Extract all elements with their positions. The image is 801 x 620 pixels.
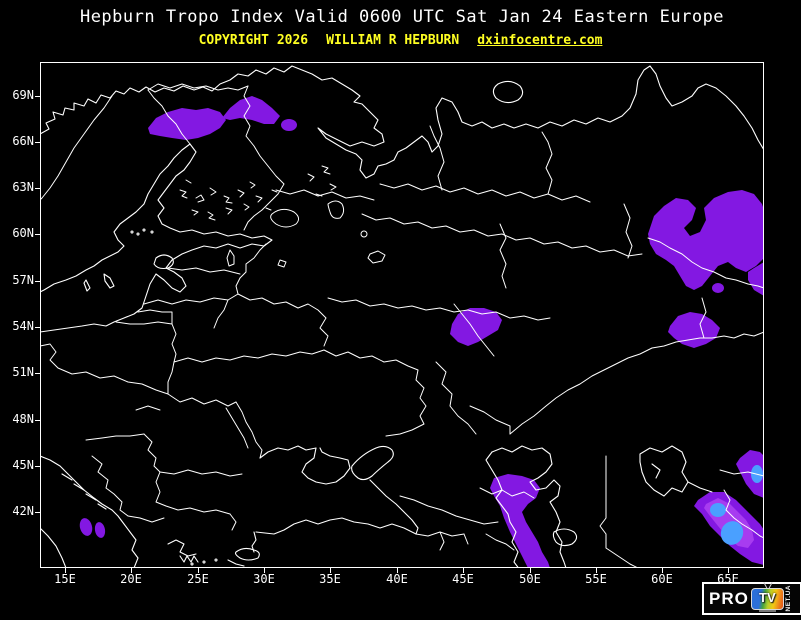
- lon-label-50E: 50E: [519, 572, 541, 586]
- lat-label-69N: 69N: [12, 88, 34, 102]
- lat-tick: [35, 188, 40, 189]
- lat-label-48N: 48N: [12, 412, 34, 426]
- lon-label-65E: 65E: [717, 572, 739, 586]
- map-border-frame: [40, 62, 764, 568]
- lat-tick: [35, 327, 40, 328]
- tropo-region-south-urals: [668, 312, 720, 348]
- map-canvas: [40, 62, 764, 568]
- lon-label-55E: 55E: [585, 572, 607, 586]
- lon-tick: [131, 568, 132, 573]
- lat-tick: [35, 512, 40, 513]
- tv-icon-label: TV: [759, 589, 776, 605]
- tropo-region-east-of-aral: [736, 450, 764, 498]
- copyright-line: COPYRIGHT 2026 WILLIAM R HEPBURN dxinfocen…: [0, 33, 801, 48]
- lat-label-66N: 66N: [12, 134, 34, 148]
- lon-label-35E: 35E: [319, 572, 341, 586]
- tropo-region-middle-volga: [450, 308, 502, 346]
- lat-tick: [35, 96, 40, 97]
- lat-label-60N: 60N: [12, 226, 34, 240]
- lat-label-45N: 45N: [12, 458, 34, 472]
- lat-tick: [35, 281, 40, 282]
- website-link[interactable]: dxinfocentre.com: [477, 33, 603, 48]
- copyright-text: COPYRIGHT 2026: [198, 33, 309, 48]
- protv-pro-text: PRO: [709, 588, 749, 608]
- lon-tick: [330, 568, 331, 573]
- tropo-region-southeast-caspian: [694, 492, 764, 565]
- lon-label-15E: 15E: [54, 572, 76, 586]
- lon-tick: [662, 568, 663, 573]
- lon-tick: [728, 568, 729, 573]
- lat-label-51N: 51N: [12, 365, 34, 379]
- lakes: [179, 165, 386, 268]
- tropo-region-north-urals: [648, 190, 764, 296]
- country-borders: [40, 83, 764, 568]
- lat-label-54N: 54N: [12, 319, 34, 333]
- lon-label-45E: 45E: [452, 572, 474, 586]
- lat-tick: [35, 142, 40, 143]
- lon-tick: [530, 568, 531, 573]
- tropo-region-north-scandinavia: [148, 96, 297, 140]
- lon-tick: [198, 568, 199, 573]
- lon-tick: [397, 568, 398, 573]
- tv-icon: TV: [750, 581, 784, 612]
- lon-tick: [463, 568, 464, 573]
- lat-label-57N: 57N: [12, 273, 34, 287]
- lat-tick: [35, 373, 40, 374]
- lat-tick: [35, 420, 40, 421]
- lat-label-63N: 63N: [12, 180, 34, 194]
- tropo-region-adriatic: [79, 518, 106, 538]
- lon-label-30E: 30E: [253, 572, 275, 586]
- lat-tick: [35, 466, 40, 467]
- lon-label-20E: 20E: [120, 572, 142, 586]
- lon-tick: [264, 568, 265, 573]
- lon-label-25E: 25E: [187, 572, 209, 586]
- lon-label-60E: 60E: [651, 572, 673, 586]
- lat-label-42N: 42N: [12, 504, 34, 518]
- protv-netua-text: NET.UA: [784, 585, 792, 612]
- protv-watermark[interactable]: PRO TV NET.UA: [702, 581, 801, 615]
- lat-tick: [35, 234, 40, 235]
- lon-tick: [596, 568, 597, 573]
- coastlines: [40, 65, 764, 568]
- author-text: WILLIAM R HEPBURN: [326, 33, 460, 48]
- lon-tick: [65, 568, 66, 573]
- tropo-region-west-caspian: [490, 474, 550, 568]
- lon-label-40E: 40E: [386, 572, 408, 586]
- page-title: Hepburn Tropo Index Valid 0600 UTC Sat J…: [79, 7, 725, 27]
